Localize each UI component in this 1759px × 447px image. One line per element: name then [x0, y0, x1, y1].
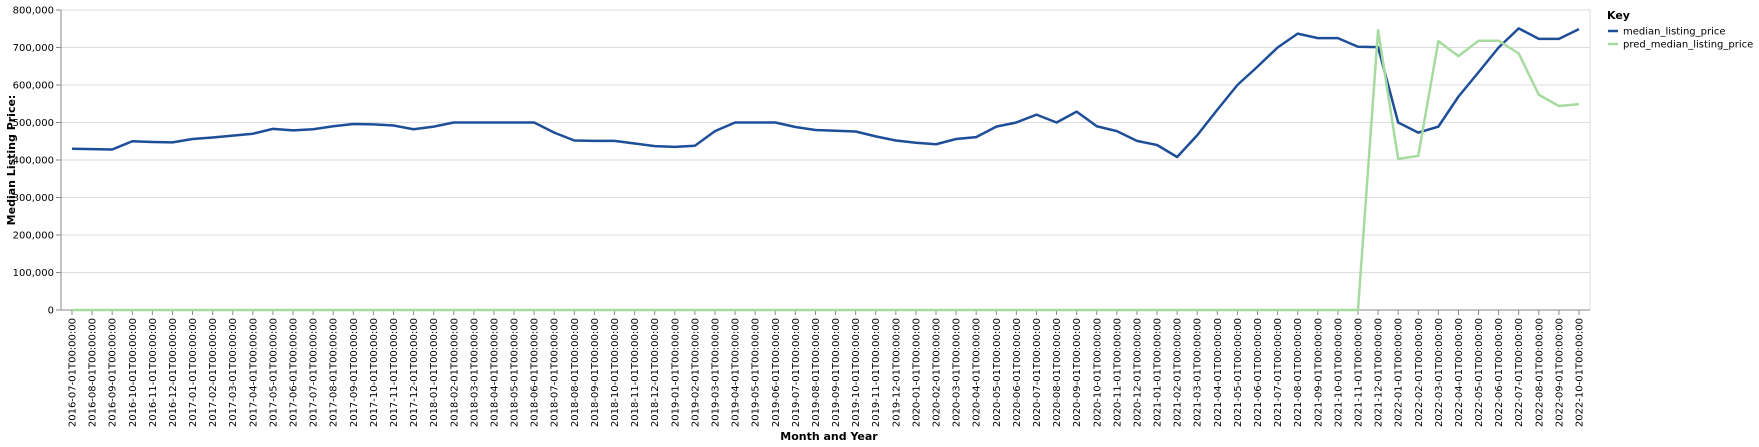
y-tick-label: 100,000 [13, 268, 54, 279]
x-tick-label: 2019-12-01T00:00:00 [891, 318, 902, 427]
y-axis-title: Median Listing Price: [5, 95, 18, 226]
x-tick-label: 2019-03-01T00:00:00 [710, 318, 721, 427]
x-tick-label: 2020-04-01T00:00:00 [972, 318, 983, 427]
x-tick-label: 2017-12-01T00:00:00 [409, 318, 420, 427]
legend-label: pred_median_listing_price [1623, 40, 1753, 51]
x-tick-label: 2021-02-01T00:00:00 [1173, 318, 1184, 427]
y-tick-label: 0 [48, 306, 54, 317]
x-tick-label: 2018-04-01T00:00:00 [489, 318, 500, 427]
x-tick-label: 2016-07-01T00:00:00 [68, 318, 79, 427]
x-tick-label: 2019-10-01T00:00:00 [851, 318, 862, 427]
x-tick-label: 2020-02-01T00:00:00 [932, 318, 943, 427]
y-axis: 0 100,000 200,000 300,000 400,000 500,000 600,… [13, 6, 62, 317]
x-tick-label: 2021-03-01T00:00:00 [1193, 318, 1204, 427]
x-tick-label: 2017-06-01T00:00:00 [289, 318, 300, 427]
y-tick-label: 300,000 [13, 193, 54, 204]
x-tick-label: 2020-01-01T00:00:00 [911, 318, 922, 427]
y-tick-label: 500,000 [13, 118, 54, 129]
x-tick-label: 2020-09-01T00:00:00 [1072, 318, 1083, 427]
x-tick-label: 2018-07-01T00:00:00 [550, 318, 561, 427]
x-tick-label: 2021-10-01T00:00:00 [1333, 318, 1344, 427]
x-tick-label: 2016-10-01T00:00:00 [128, 318, 139, 427]
x-axis: 2016-07-01T00:00:00 2016-08-01T00:00:00 20… [61, 309, 1590, 427]
x-tick-label: 2020-12-01T00:00:00 [1132, 318, 1143, 427]
x-tick-label: 2019-09-01T00:00:00 [831, 318, 842, 427]
legend-title: Key [1607, 9, 1630, 22]
x-tick-label: 2021-06-01T00:00:00 [1253, 318, 1264, 427]
x-tick-label: 2022-08-01T00:00:00 [1534, 318, 1545, 427]
x-tick-label: 2018-05-01T00:00:00 [510, 318, 521, 427]
x-tick-label: 2017-08-01T00:00:00 [329, 318, 340, 427]
x-tick-label: 2018-01-01T00:00:00 [429, 318, 440, 427]
x-tick-label: 2016-08-01T00:00:00 [88, 318, 99, 427]
x-tick-label: 2018-02-01T00:00:00 [449, 318, 460, 427]
x-tick-label: 2017-11-01T00:00:00 [389, 318, 400, 427]
x-tick-label: 2018-03-01T00:00:00 [469, 318, 480, 427]
x-axis-title: Month and Year [780, 430, 878, 443]
legend-label: median_listing_price [1623, 27, 1726, 38]
x-tick-label: 2022-05-01T00:00:00 [1474, 318, 1485, 427]
y-tick-label: 200,000 [13, 231, 54, 242]
x-tick-label: 2018-09-01T00:00:00 [590, 318, 601, 427]
x-tick-label: 2021-09-01T00:00:00 [1313, 318, 1324, 427]
x-tick-label: 2018-11-01T00:00:00 [630, 318, 641, 427]
x-tick-label: 2020-07-01T00:00:00 [1032, 318, 1043, 427]
x-tick-label: 2022-07-01T00:00:00 [1514, 318, 1525, 427]
y-tick-label: 400,000 [13, 156, 54, 167]
x-tick-label: 2022-01-01T00:00:00 [1394, 318, 1405, 427]
x-tick-label: 2018-06-01T00:00:00 [530, 318, 541, 427]
x-tick-label: 2020-08-01T00:00:00 [1052, 318, 1063, 427]
x-tick-label: 2022-02-01T00:00:00 [1414, 318, 1425, 427]
x-tick-label: 2019-01-01T00:00:00 [670, 318, 681, 427]
x-tick-label: 2020-06-01T00:00:00 [1012, 318, 1023, 427]
legend: Key median_listing_price pred_median_list… [1607, 9, 1753, 51]
x-tick-label: 2016-09-01T00:00:00 [108, 318, 119, 427]
x-tick-label: 2020-11-01T00:00:00 [1112, 318, 1123, 427]
x-tick-label: 2022-04-01T00:00:00 [1454, 318, 1465, 427]
x-tick-label: 2022-03-01T00:00:00 [1434, 318, 1445, 427]
x-tick-label: 2018-12-01T00:00:00 [650, 318, 661, 427]
series-line-median_listing_price [71, 27, 1580, 159]
y-tick-label: 600,000 [13, 81, 54, 92]
x-tick-label: 2022-09-01T00:00:00 [1554, 318, 1565, 427]
x-tick-label: 2021-04-01T00:00:00 [1213, 318, 1224, 427]
x-tick-label: 2017-09-01T00:00:00 [349, 318, 360, 427]
y-tick-label: 700,000 [13, 43, 54, 54]
y-tick-label: 800,000 [13, 6, 54, 17]
x-tick-label: 2017-10-01T00:00:00 [369, 318, 380, 427]
x-tick-label: 2018-10-01T00:00:00 [610, 318, 621, 427]
x-tick-label: 2021-01-01T00:00:00 [1153, 318, 1164, 427]
series-lines [71, 27, 1580, 312]
series-line-pred_median_listing_price [72, 29, 1580, 312]
x-tick-label: 2021-07-01T00:00:00 [1273, 318, 1284, 427]
x-tick-label: 2017-03-01T00:00:00 [228, 318, 239, 427]
x-tick-label: 2020-10-01T00:00:00 [1092, 318, 1103, 427]
x-tick-label: 2016-11-01T00:00:00 [148, 318, 159, 427]
x-tick-label: 2016-12-01T00:00:00 [168, 318, 179, 427]
x-tick-label: 2019-04-01T00:00:00 [731, 318, 742, 427]
x-tick-label: 2017-07-01T00:00:00 [309, 318, 320, 427]
x-tick-label: 2017-05-01T00:00:00 [268, 318, 279, 427]
x-tick-label: 2021-11-01T00:00:00 [1353, 318, 1364, 427]
x-tick-label: 2019-08-01T00:00:00 [811, 318, 822, 427]
x-tick-label: 2019-11-01T00:00:00 [871, 318, 882, 427]
x-tick-label: 2022-06-01T00:00:00 [1494, 318, 1505, 427]
x-tick-label: 2017-02-01T00:00:00 [208, 318, 219, 427]
x-tick-label: 2020-03-01T00:00:00 [952, 318, 963, 427]
x-tick-label: 2017-04-01T00:00:00 [248, 318, 259, 427]
x-tick-label: 2019-07-01T00:00:00 [791, 318, 802, 427]
x-tick-label: 2018-08-01T00:00:00 [570, 318, 581, 427]
x-tick-label: 2021-08-01T00:00:00 [1293, 318, 1304, 427]
x-tick-label: 2022-10-01T00:00:00 [1575, 318, 1586, 427]
x-tick-label: 2019-05-01T00:00:00 [751, 318, 762, 427]
x-tick-label: 2017-01-01T00:00:00 [188, 318, 199, 427]
x-tick-label: 2020-05-01T00:00:00 [992, 318, 1003, 427]
x-tick-label: 2021-05-01T00:00:00 [1233, 318, 1244, 427]
x-tick-label: 2019-06-01T00:00:00 [771, 318, 782, 427]
x-tick-label: 2019-02-01T00:00:00 [690, 318, 701, 427]
x-tick-label: 2021-12-01T00:00:00 [1374, 318, 1385, 427]
